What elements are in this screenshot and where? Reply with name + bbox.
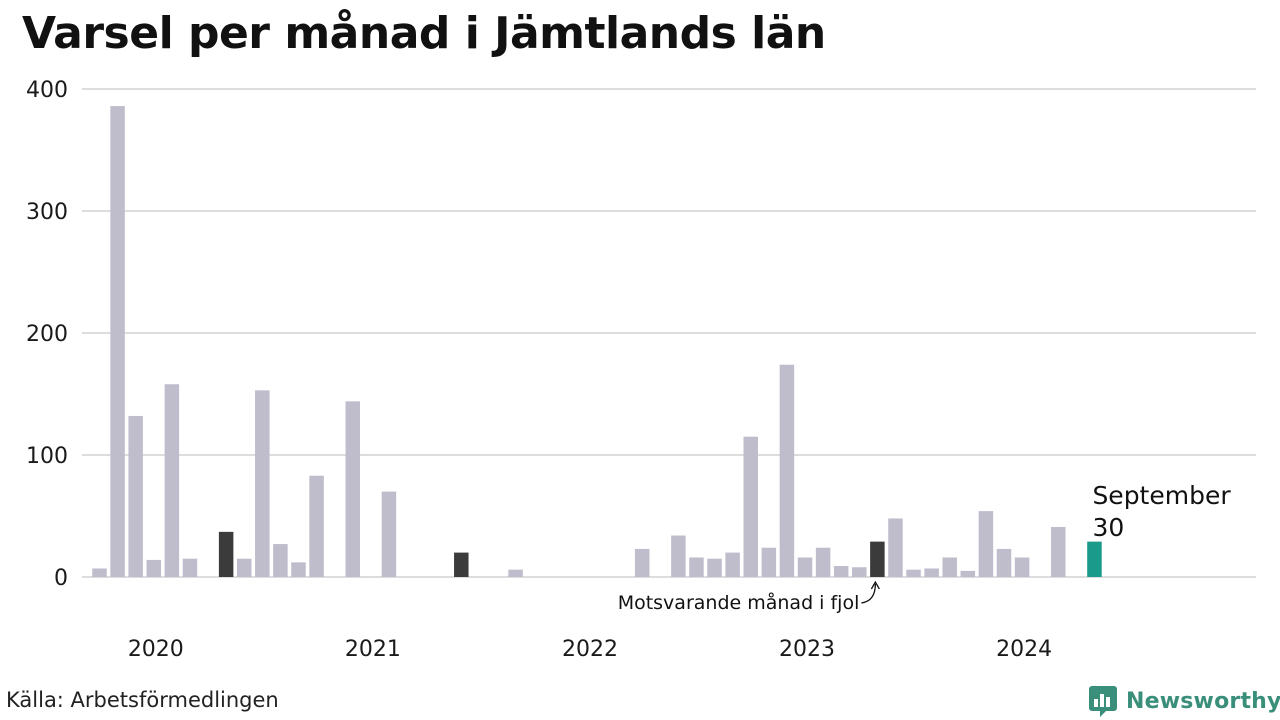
bar — [381, 491, 397, 577]
bar — [852, 567, 867, 577]
source-note: Källa: Arbetsförmedlingen — [6, 688, 279, 712]
bar-same-month-last-year — [454, 552, 469, 577]
y-tick-label: 300 — [26, 200, 68, 225]
bars — [92, 106, 1102, 577]
bar — [942, 557, 957, 577]
y-tick-label: 400 — [26, 78, 68, 103]
bar — [110, 106, 125, 577]
bar — [345, 401, 361, 577]
bar — [833, 566, 849, 577]
bar — [797, 557, 813, 577]
y-tick-label: 0 — [54, 566, 68, 591]
y-tick-label: 200 — [26, 322, 68, 347]
bar — [255, 390, 270, 577]
brand-name: Newsworthy — [1126, 688, 1280, 714]
bar-same-month-last-year — [870, 541, 885, 577]
same-month-annotation: Motsvarande månad i fjol — [618, 591, 860, 614]
x-tick-label: 2021 — [345, 637, 401, 662]
annotation-arrow — [861, 583, 877, 604]
bar — [671, 535, 686, 577]
bar — [725, 552, 740, 577]
bar — [236, 558, 252, 577]
bar — [996, 548, 1012, 577]
x-tick-label: 2022 — [562, 637, 618, 662]
current-month-label: September — [1092, 481, 1231, 510]
bar — [92, 568, 107, 577]
bar — [924, 568, 939, 577]
bar — [960, 570, 976, 577]
annotation-arrowhead — [870, 580, 880, 590]
chart-title: Varsel per månad i Jämtlands län — [22, 8, 826, 59]
bar — [978, 511, 994, 577]
bar — [164, 384, 180, 577]
bar — [779, 364, 795, 577]
x-tick-label: 2023 — [779, 637, 835, 662]
bar — [182, 558, 198, 577]
x-axis: 2020 2021 2022 2023 2024 — [128, 637, 1052, 662]
bar-same-month-last-year — [218, 531, 234, 577]
y-tick-label: 100 — [26, 444, 68, 469]
brand-logo: Newsworthy — [1088, 684, 1280, 718]
bar — [815, 547, 831, 577]
bar — [508, 569, 523, 577]
bar — [291, 562, 306, 577]
current-month-value: 30 — [1092, 513, 1124, 542]
bar — [128, 415, 143, 577]
bar-current-month — [1087, 541, 1102, 577]
bar — [906, 569, 921, 577]
x-tick-label: 2020 — [128, 637, 184, 662]
x-tick-label: 2024 — [996, 637, 1052, 662]
bar — [761, 547, 777, 577]
bar — [707, 558, 722, 577]
bar — [273, 544, 288, 577]
bar — [1014, 557, 1030, 577]
bar — [689, 557, 704, 577]
bar — [1051, 526, 1066, 577]
newsworthy-logo-icon — [1089, 686, 1117, 717]
y-axis: 0 100 200 300 400 — [26, 78, 68, 591]
annotations: September 30 Motsvarande månad i fjol — [618, 481, 1232, 614]
bar — [309, 475, 324, 577]
bar — [634, 548, 650, 577]
bar — [146, 559, 162, 577]
bar — [743, 436, 758, 577]
bar — [888, 518, 903, 577]
